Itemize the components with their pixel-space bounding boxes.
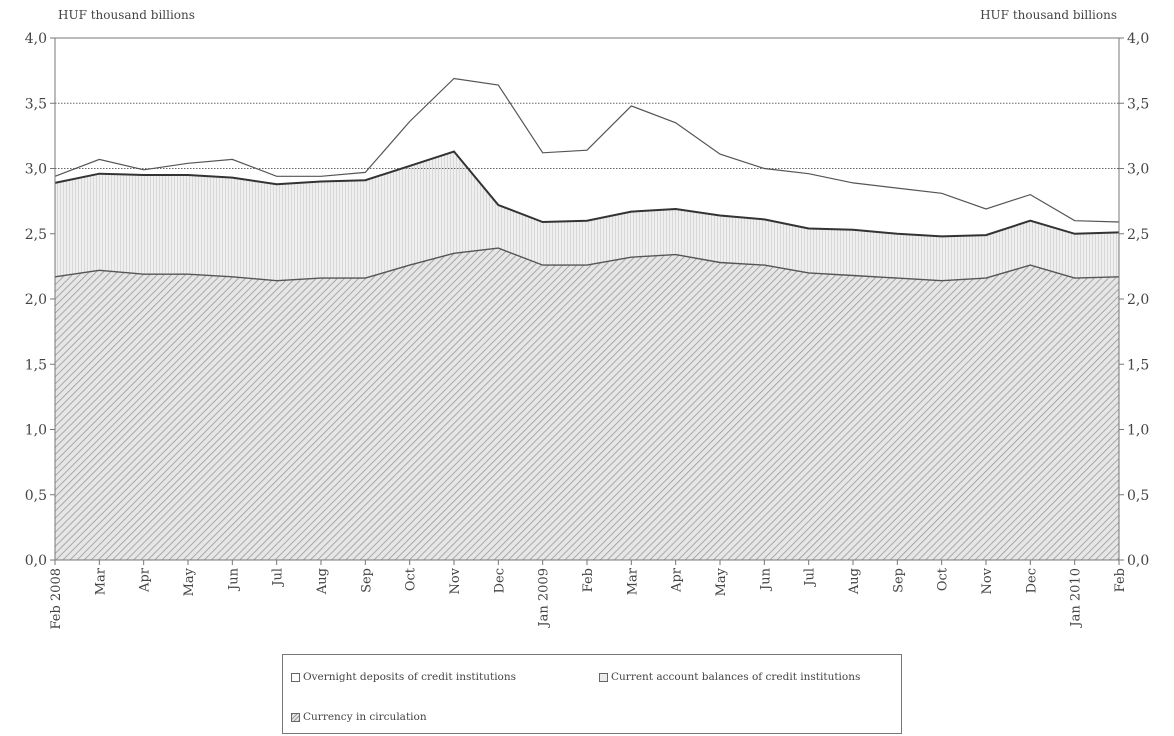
x-tick-label: Mar — [625, 567, 640, 595]
legend-label: Current account balances of credit insti… — [611, 671, 861, 683]
legend-label: Currency in circulation — [303, 711, 427, 723]
legend-swatch-overnight-deposits — [291, 672, 300, 682]
area-current-account-balances — [55, 151, 1119, 281]
y-tick-label-right: 4,0 — [1127, 31, 1149, 47]
y-tick-label-right: 2,0 — [1127, 292, 1149, 308]
y-tick-label-left: 3,5 — [25, 96, 47, 112]
x-tick-label: Nov — [448, 567, 463, 594]
x-tick-label: Aug — [315, 568, 330, 595]
y-axis-label-right: HUF thousand billions — [980, 8, 1117, 22]
legend-swatch-current-account-balances — [599, 672, 608, 682]
x-tick-label: Mar — [93, 567, 108, 595]
x-tick-label: Jun — [226, 567, 241, 592]
y-tick-label-right: 1,0 — [1127, 423, 1149, 439]
y-axis-label-left: HUF thousand billions — [58, 8, 195, 22]
y-tick-label-right: 3,0 — [1127, 162, 1149, 178]
line-currency-in-circulation — [54, 247, 1120, 282]
x-tick-label: Dec — [1024, 568, 1039, 593]
areas — [55, 78, 1119, 560]
y-axis-left: 0,0 0,5 1,0 1,5 2,0 2,5 3,0 3,5 4,0 — [25, 31, 55, 569]
x-tick-label: Jul — [803, 568, 818, 588]
area-currency-in-circulation — [55, 248, 1119, 560]
x-tick-label: Feb — [1113, 568, 1128, 592]
y-tick-label-left: 2,0 — [25, 292, 47, 308]
x-tick-label: Dec — [492, 568, 507, 593]
legend-item-currency-in-circulation: Currency in circulation — [291, 711, 427, 723]
line-current-account-balances — [54, 150, 1120, 238]
x-tick-label: May — [714, 567, 729, 596]
x-tick-label: Jun — [758, 567, 773, 592]
y-tick-label-left: 2,5 — [25, 227, 47, 243]
x-axis: Feb 2008 Mar Apr May Jun Jul Aug Sep Oct Nov Dec Ja… — [49, 560, 1128, 630]
y-tick-label-right: 1,5 — [1127, 357, 1149, 373]
x-tick-label: Sep — [891, 568, 906, 593]
y-tick-label-right: 2,5 — [1127, 227, 1149, 243]
legend-item-overnight-deposits: Overnight deposits of credit institution… — [291, 671, 516, 683]
x-tick-label: Jan 2010 — [1069, 568, 1084, 629]
y-tick-label-left: 3,0 — [25, 162, 47, 178]
y-tick-label-left: 1,0 — [25, 423, 47, 439]
x-tick-label: Jul — [271, 568, 286, 588]
axes — [54, 37, 1120, 561]
legend: Overnight deposits of credit institution… — [282, 654, 902, 734]
x-tick-label: Sep — [359, 568, 374, 593]
y-tick-label-right: 0,0 — [1127, 553, 1149, 569]
x-tick-label: Feb 2008 — [49, 568, 64, 630]
x-tick-label: Nov — [980, 567, 995, 594]
series-lines — [54, 77, 1120, 282]
x-tick-label: Oct — [936, 567, 951, 591]
y-tick-label-left: 1,5 — [25, 357, 47, 373]
y-axis-right: 0,0 0,5 1,0 1,5 2,0 2,5 3,0 3,5 4,0 — [1119, 31, 1149, 569]
x-tick-label: Apr — [670, 567, 685, 593]
x-tick-label: Apr — [138, 567, 153, 593]
y-tick-label-left: 4,0 — [25, 31, 47, 47]
x-tick-label: Aug — [847, 568, 862, 595]
y-tick-label-left: 0,5 — [25, 488, 47, 504]
legend-swatch-currency-in-circulation — [291, 712, 300, 722]
x-tick-label: Feb — [581, 568, 596, 592]
y-tick-label-right: 0,5 — [1127, 488, 1149, 504]
area-overnight-deposits — [55, 78, 1119, 237]
gridlines — [55, 102, 1119, 169]
legend-item-current-account-balances: Current account balances of credit insti… — [599, 671, 860, 683]
x-tick-label: Oct — [404, 567, 419, 591]
legend-label: Overnight deposits of credit institution… — [303, 671, 517, 683]
y-tick-label-right: 3,5 — [1127, 96, 1149, 112]
x-tick-label: Jan 2009 — [537, 568, 552, 629]
x-tick-label: May — [182, 567, 197, 596]
line-overnight-deposits-total — [54, 77, 1120, 223]
plot-frame — [54, 37, 1120, 561]
y-tick-label-left: 0,0 — [25, 553, 47, 569]
